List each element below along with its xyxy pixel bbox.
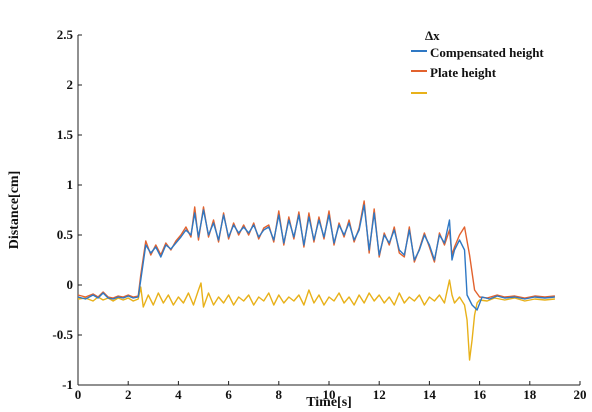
x-tick-label: 2 (125, 387, 132, 402)
y-tick-label: -0.5 (52, 327, 73, 342)
x-tick-label: 18 (523, 387, 537, 402)
y-tick-label: 2.5 (57, 27, 74, 42)
y-tick-label: 2 (67, 77, 74, 92)
x-tick-label: 20 (574, 387, 587, 402)
legend-label-compensated-height: Compensated height (430, 45, 544, 60)
x-tick-label: 12 (373, 387, 386, 402)
x-tick-label: 8 (276, 387, 283, 402)
x-tick-label: 4 (175, 387, 182, 402)
x-tick-label: 6 (225, 387, 232, 402)
legend-label-plate-height: Plate height (430, 65, 497, 80)
y-tick-label: 1 (67, 177, 74, 192)
y-tick-label: 1.5 (57, 127, 74, 142)
legend: Δx Compensated height Plate height (411, 28, 544, 94)
axes (77, 35, 580, 386)
y-axis-title: Distance[cm] (7, 171, 22, 250)
series-line-difference (77, 279, 555, 361)
tick-group: 0 2 4 6 8 10 12 14 16 18 20 2.5 2 1.5 1 0.5 0 -0.5 -1 (52, 27, 586, 402)
series-group (77, 200, 555, 361)
x-axis-title: Time[s] (306, 395, 352, 410)
x-tick-label: 0 (75, 387, 82, 402)
y-tick-label: 0.5 (57, 227, 74, 242)
x-tick-label: 14 (423, 387, 437, 402)
y-tick-label: 0 (67, 277, 74, 292)
x-tick-label: 16 (473, 387, 487, 402)
series-line-plate-height (77, 200, 555, 299)
legend-title: Δx (425, 28, 440, 43)
y-tick-label: -1 (62, 377, 73, 392)
x-tick-label: 10 (323, 387, 336, 402)
series-line-compensated-height (77, 204, 555, 311)
